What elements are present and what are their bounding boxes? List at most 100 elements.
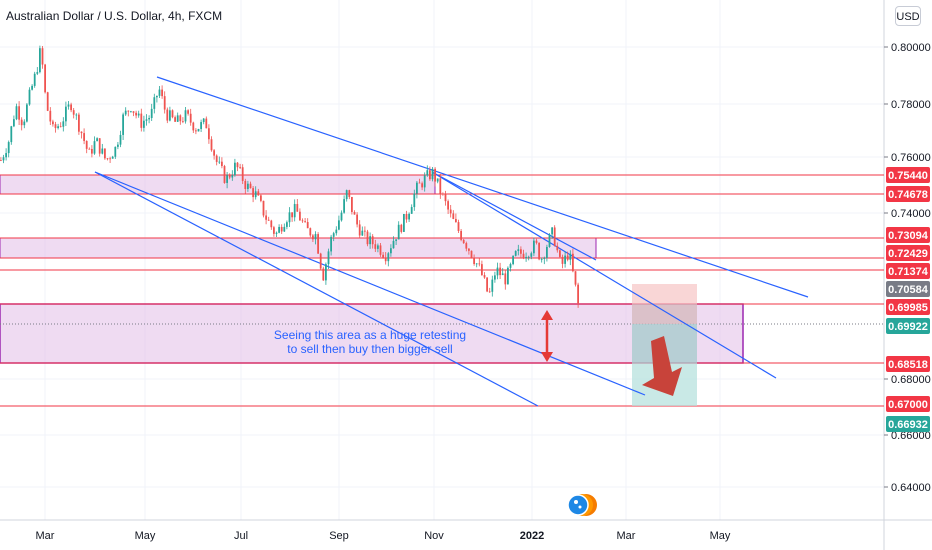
candle: [488, 287, 491, 293]
candle: [23, 119, 26, 129]
price-badge-bg: [886, 186, 930, 202]
candle: [330, 234, 332, 256]
candle-body: [548, 234, 551, 247]
candle-body: [449, 209, 452, 214]
candle: [553, 225, 556, 247]
big-down-arrow-icon: [642, 336, 682, 396]
candle-body: [163, 96, 166, 110]
price-badge-level: 0.71374: [886, 263, 930, 279]
candle: [244, 178, 247, 194]
candle-body: [15, 106, 18, 120]
price-badge-label: 0.72429: [888, 248, 928, 260]
earnings-icon[interactable]: [566, 492, 600, 518]
price-badge-level: 0.74678: [886, 186, 930, 202]
candle: [36, 67, 39, 76]
currency-button[interactable]: USD: [895, 6, 921, 26]
candle: [171, 109, 174, 119]
candle-body: [327, 251, 330, 265]
candle: [499, 262, 501, 280]
candle-body: [28, 89, 31, 105]
candle: [174, 115, 176, 122]
candle-body: [166, 109, 169, 121]
candle-body: [67, 104, 70, 107]
candle: [101, 143, 104, 155]
candle-body: [88, 148, 91, 150]
candle: [501, 268, 504, 276]
candle-body: [91, 148, 93, 154]
candle-body: [543, 257, 546, 259]
candle: [460, 228, 462, 242]
candle: [182, 117, 184, 124]
candle-body: [72, 110, 75, 115]
candle: [470, 250, 473, 259]
candle-body: [171, 110, 174, 118]
price-badge-bg: [886, 396, 930, 412]
candle: [317, 232, 319, 255]
candle-body: [356, 214, 358, 225]
candle: [574, 271, 577, 287]
price-badge-bg: [886, 318, 930, 334]
candle-body: [270, 220, 273, 228]
candle: [93, 136, 96, 155]
candle: [442, 192, 444, 196]
candle: [423, 172, 426, 192]
candle: [533, 237, 535, 257]
candle-body: [210, 139, 213, 151]
candle-body: [98, 138, 101, 154]
candle: [387, 251, 390, 267]
candle-body: [546, 246, 548, 258]
candle: [561, 254, 564, 269]
candle-body: [473, 257, 475, 264]
candle-body: [481, 264, 483, 276]
candle: [26, 102, 28, 123]
candle-body: [442, 193, 444, 195]
candle-body: [486, 277, 488, 292]
price-badge-current: 0.69922: [886, 318, 930, 334]
candle: [28, 87, 31, 106]
annotation-line-2: to sell then buy then bigger sell: [287, 342, 453, 356]
price-axis[interactable]: 0.80000 0.78000 0.76000 0.74000 0.68000 0.660…: [884, 42, 931, 494]
candle: [457, 219, 460, 234]
candle: [556, 242, 559, 253]
candle-body: [179, 115, 182, 122]
candle: [54, 121, 57, 133]
candle: [202, 118, 205, 125]
candle: [473, 254, 475, 266]
candle: [91, 145, 93, 158]
candle: [234, 158, 236, 177]
candle: [257, 188, 260, 196]
candle: [382, 251, 384, 259]
candle-body: [187, 110, 189, 114]
candle-body: [202, 118, 205, 123]
candle: [449, 204, 452, 218]
candle: [486, 277, 488, 293]
candle-body: [46, 92, 49, 111]
trend-lines[interactable]: [94, 76, 809, 407]
candle-body: [426, 170, 429, 176]
candle: [236, 161, 239, 172]
price-badge-label: 0.73094: [888, 230, 929, 242]
candle-body: [137, 113, 140, 116]
candle-body: [52, 121, 54, 125]
candle-body: [254, 191, 257, 198]
candle-body: [135, 112, 137, 116]
price-badge-bg: [886, 245, 930, 261]
candle: [106, 157, 109, 161]
candle: [49, 107, 52, 126]
candle: [559, 249, 561, 258]
candle: [231, 170, 234, 181]
time-axis[interactable]: Mar May Jul Sep Nov 2022 Mar May: [36, 530, 731, 542]
trend-line-lower-a: [94, 171, 646, 396]
candle-body: [174, 117, 176, 122]
candle-body: [309, 228, 312, 236]
candle-body: [57, 126, 59, 129]
candle-body: [130, 111, 132, 113]
price-badge-label: 0.70584: [888, 284, 929, 296]
candle: [46, 91, 49, 112]
candle: [145, 114, 148, 126]
candle-body: [517, 249, 520, 251]
candle: [137, 110, 140, 118]
candle: [304, 217, 306, 223]
candle: [405, 210, 408, 223]
